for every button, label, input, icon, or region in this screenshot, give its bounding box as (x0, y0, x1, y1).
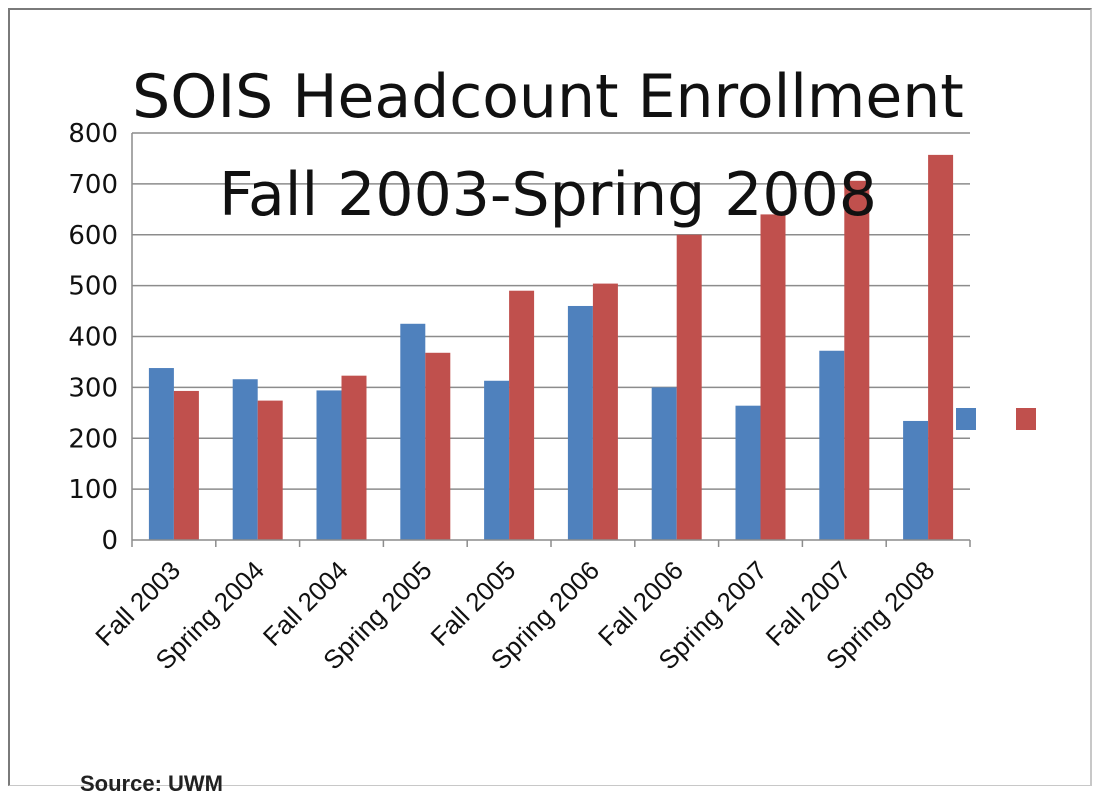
y-tick-label: 0 (101, 526, 118, 556)
axes (131, 133, 971, 547)
bar-red-spring-2006 (592, 283, 618, 540)
bar-blue-fall-2006 (651, 387, 677, 540)
bar-red-fall-2003 (173, 390, 199, 540)
bar-red-spring-2008 (928, 154, 954, 540)
bar-blue-spring-2004 (232, 379, 258, 540)
y-tick-label: 600 (68, 221, 118, 251)
y-tick-label: 500 (68, 272, 118, 302)
bar-red-fall-2007 (844, 180, 870, 540)
legend-marker-blue (956, 408, 976, 430)
bar-blue-fall-2005 (484, 380, 510, 540)
legend (956, 408, 1036, 430)
bar-blue-fall-2003 (148, 368, 174, 540)
bar-red-spring-2007 (760, 214, 786, 540)
chart-subtitle: Fall 2003-Spring 2008 (219, 160, 877, 230)
bar-blue-spring-2006 (567, 305, 593, 540)
bars (148, 154, 954, 540)
bar-blue-spring-2007 (735, 405, 761, 540)
chart-title: SOIS Headcount Enrollment (132, 62, 964, 132)
bar-red-fall-2005 (509, 290, 535, 540)
bar-red-spring-2004 (257, 400, 283, 540)
bar-blue-fall-2004 (316, 390, 342, 540)
legend-marker-red (1016, 408, 1036, 430)
bar-red-spring-2005 (425, 352, 451, 540)
bar-blue-fall-2007 (819, 350, 845, 540)
bar-blue-spring-2005 (400, 323, 426, 540)
bar-red-fall-2004 (341, 375, 367, 540)
bar-red-fall-2006 (676, 234, 702, 540)
bar-blue-spring-2008 (903, 420, 929, 540)
y-tick-label: 200 (68, 424, 118, 454)
y-tick-labels: 0 100 200 300 400 500 600 700 800 (68, 119, 118, 556)
y-tick-label: 100 (68, 475, 118, 505)
y-tick-label: 700 (68, 170, 118, 200)
y-tick-label: 400 (68, 323, 118, 353)
source-note: Source: UWM (80, 771, 223, 796)
y-tick-label: 800 (68, 119, 118, 149)
y-tick-label: 300 (68, 373, 118, 403)
